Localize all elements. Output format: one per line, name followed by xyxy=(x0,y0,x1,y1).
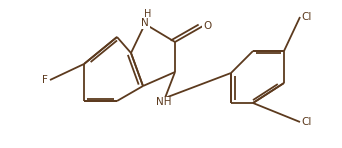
Text: O: O xyxy=(203,21,211,31)
Text: NH: NH xyxy=(156,97,171,107)
Text: F: F xyxy=(42,75,48,85)
Text: Cl: Cl xyxy=(302,12,312,22)
Text: N: N xyxy=(141,18,149,28)
Text: Cl: Cl xyxy=(302,117,312,127)
Text: H: H xyxy=(144,9,152,19)
